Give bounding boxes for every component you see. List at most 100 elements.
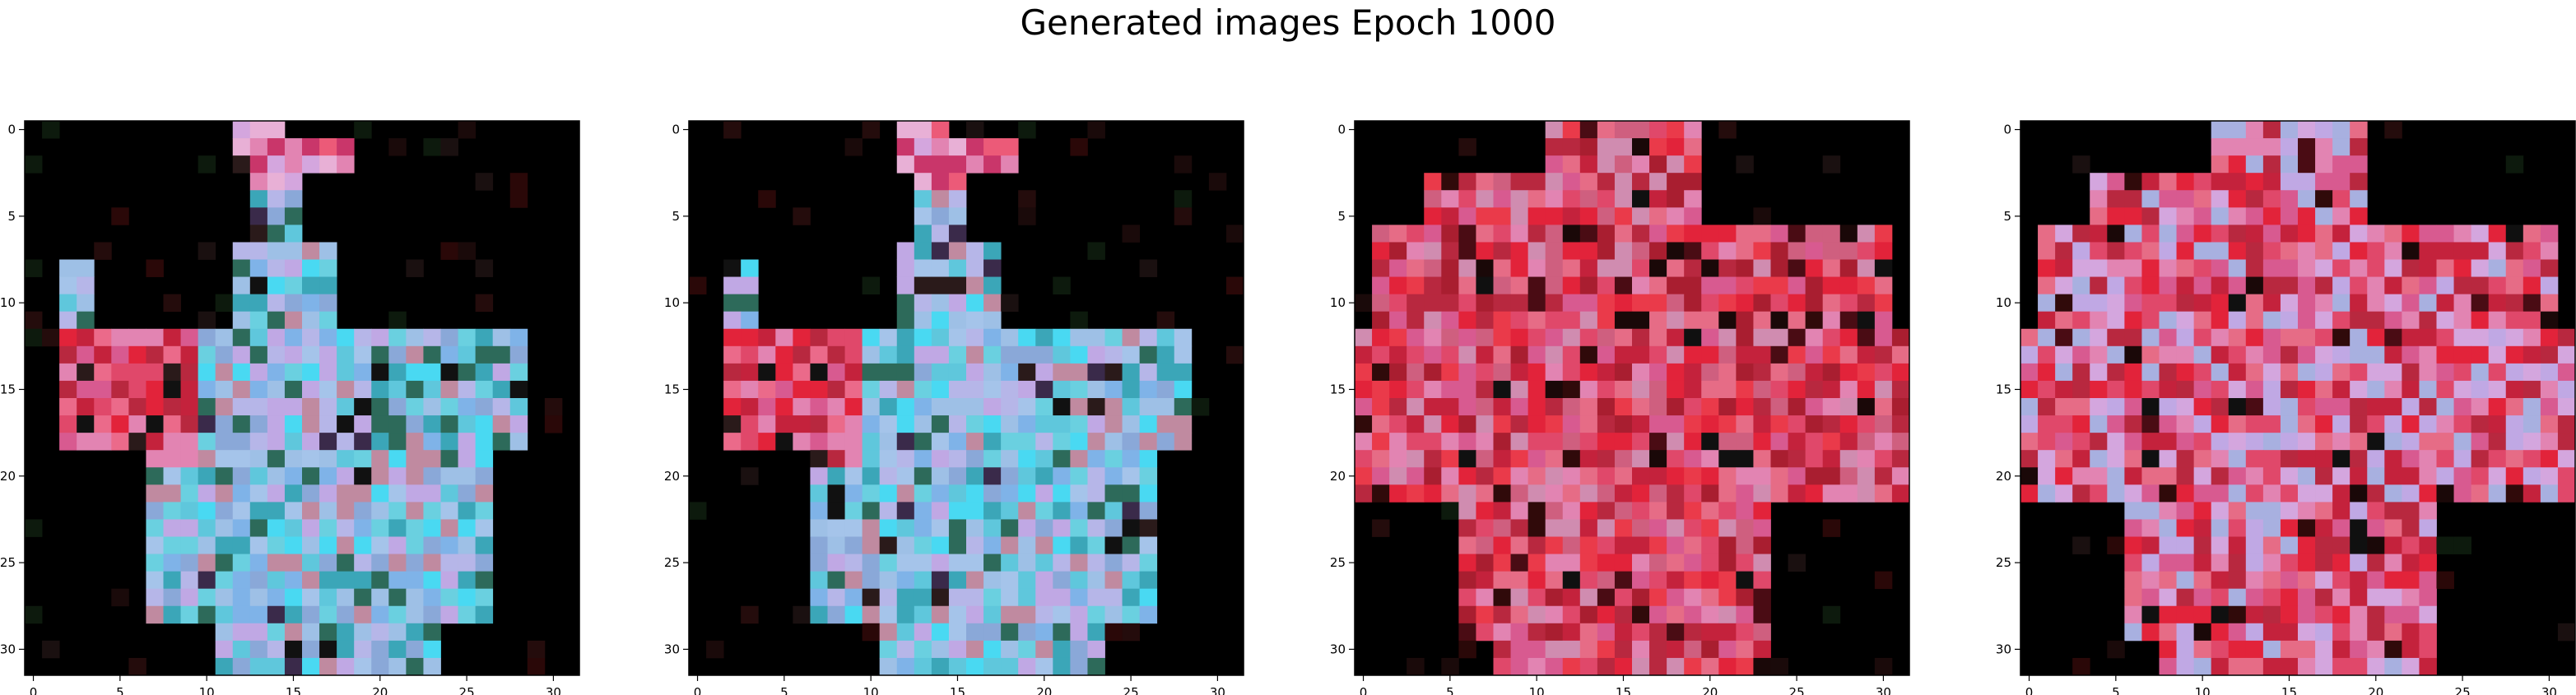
pixel [2402,519,2420,537]
pixel [475,519,494,537]
pixel [2419,345,2437,364]
pixel [2523,328,2541,347]
pixel [406,259,424,277]
pixel [2523,450,2541,468]
pixel [879,328,898,347]
pixel [492,328,511,347]
pixel [931,519,950,537]
y-tick-label: 10 [0,295,16,310]
pixel [810,380,828,399]
pixel [215,398,234,416]
pixel [249,207,268,225]
pixel [1614,502,1633,520]
pixel [128,345,146,364]
pixel [2159,242,2177,260]
x-tick-label: 25 [1789,685,1805,695]
pixel [1614,657,1633,676]
pixel [1667,467,1685,485]
pixel [1139,588,1158,607]
pixel [284,502,303,520]
y-tick-label: 15 [1996,382,2011,396]
pixel [458,536,477,554]
pixel [1389,311,1407,330]
pixel [527,640,546,659]
pixel [1174,363,1193,382]
pixel [1407,657,1425,676]
pixel [2262,571,2281,590]
pixel [2228,398,2247,416]
pixel [2315,605,2333,624]
pixel [2141,605,2160,624]
pixel [2245,519,2264,537]
pixel [1736,519,1754,537]
pixel [2038,433,2056,451]
pixel [1407,484,1425,503]
pixel [2350,450,2368,468]
pixel [2298,467,2316,485]
pixel [1649,121,1667,139]
pixel [2419,519,2437,537]
pixel [180,484,199,503]
pixel [509,363,528,382]
pixel [284,363,303,382]
pixel [1001,415,1019,433]
pixel [1355,398,1373,416]
pixel [1562,502,1581,520]
pixel [966,398,984,416]
pixel [1788,276,1806,295]
pixel [146,345,164,364]
pixel [2211,588,2230,607]
pixel [810,536,828,554]
pixel [948,207,967,225]
pixel [2072,484,2090,503]
pixel [1632,328,1650,347]
pixel [2523,242,2541,260]
pixel [2419,536,2437,554]
pixel [1087,380,1105,399]
pixel [2453,242,2472,260]
pixel [1805,398,1824,416]
pixel [1718,571,1737,590]
pixel [2350,640,2368,659]
pixel [2193,588,2212,607]
pixel [1562,190,1581,208]
pixel [2124,363,2142,382]
pixel [1407,450,1425,468]
pixel [1718,640,1737,659]
pixel [827,345,845,364]
pixel [388,554,407,572]
pixel [1684,640,1702,659]
pixel [388,345,407,364]
pixel [1355,345,1373,364]
pixel [1753,450,1771,468]
pixel [2453,415,2472,433]
pixel [1493,588,1511,607]
pixel [475,415,494,433]
pixel [2505,484,2524,503]
pixel [1701,380,1719,399]
pixel [2211,605,2230,624]
x-tick-label: 25 [459,685,475,695]
pixel [337,657,355,676]
pixel [1684,155,1702,174]
pixel [2090,433,2108,451]
pixel [406,380,424,399]
pixel [198,536,216,554]
pixel [232,276,251,295]
pixel [406,484,424,503]
pixel [1424,294,1442,313]
pixel [1649,554,1667,572]
pixel [966,345,984,364]
pixel [2471,345,2490,364]
pixel [2402,380,2420,399]
pixel [2072,276,2090,295]
pixel [423,363,441,382]
pixel [948,225,967,243]
pixel [388,502,407,520]
pixel [1597,345,1616,364]
pixel [215,588,234,607]
pixel [1104,345,1123,364]
pixel [1476,242,1494,260]
pixel [2315,536,2333,554]
pixel [1701,640,1719,659]
